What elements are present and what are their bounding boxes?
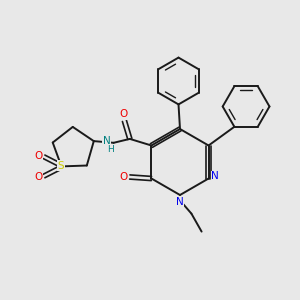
Text: O: O	[34, 151, 42, 161]
Text: S: S	[58, 160, 64, 170]
Text: O: O	[119, 172, 127, 182]
Text: O: O	[120, 109, 128, 119]
Text: N: N	[103, 136, 111, 146]
Text: O: O	[34, 172, 42, 182]
Text: H: H	[106, 145, 113, 154]
Text: N: N	[211, 171, 219, 181]
Text: N: N	[176, 196, 184, 207]
